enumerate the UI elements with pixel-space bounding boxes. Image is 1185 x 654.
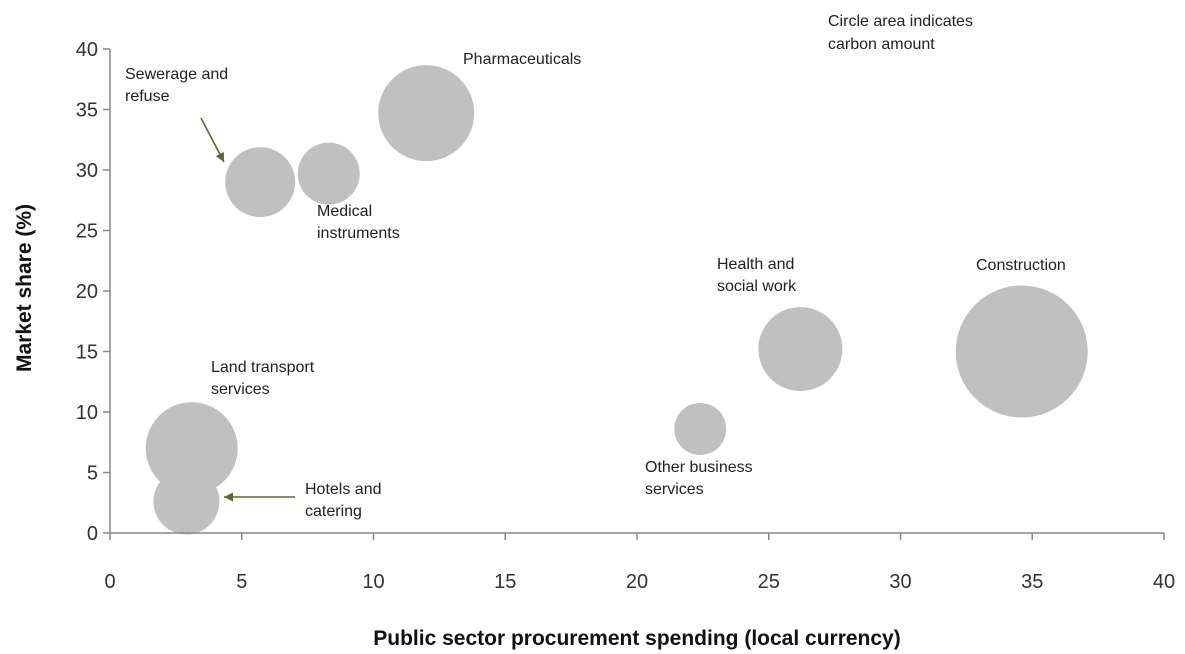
bubble-label-pharmaceuticals: Pharmaceuticals xyxy=(463,51,581,68)
x-tick-label: 35 xyxy=(1021,571,1043,593)
bubble-pharmaceuticals xyxy=(378,65,475,162)
y-ticks: 0 5 10 15 20 25 30 35 40 xyxy=(76,39,110,545)
x-tick-label: 0 xyxy=(104,571,115,593)
arrow-sewerage-head xyxy=(215,151,224,162)
arrow-hotels-head xyxy=(224,492,233,502)
bubble-label-medical-instruments: Medical xyxy=(317,203,372,220)
y-tick-label: 10 xyxy=(76,402,98,424)
y-axis-title: Market share (%) xyxy=(13,204,36,372)
bubble-medical-instruments xyxy=(297,142,360,205)
bubble-label-hotels-and-catering: Hotels and xyxy=(305,481,382,498)
bubble-label-sewerage-and-refuse: Sewerage and xyxy=(125,66,228,83)
y-tick-label: 30 xyxy=(76,160,98,182)
bubble-label-sewerage-and-refuse: refuse xyxy=(125,88,170,105)
arrows-layer xyxy=(200,117,295,502)
x-axis-title: Public sector procurement spending (loca… xyxy=(373,627,900,650)
bubble-land-transport-services xyxy=(145,402,238,495)
x-tick-label: 20 xyxy=(626,571,648,593)
x-tick-label: 40 xyxy=(1153,571,1175,593)
bubble-label-health-and-social-work: social work xyxy=(717,278,797,295)
bubble-other-business-services xyxy=(674,402,727,455)
x-tick-label: 25 xyxy=(758,571,780,593)
bubble-label-construction: Construction xyxy=(976,257,1066,274)
bubble-label-other-business-services: Other business xyxy=(645,459,753,476)
bubble-hotels-and-catering xyxy=(153,468,220,535)
bubble-health-and-social-work xyxy=(758,307,843,392)
legend-note-line-2: carbon amount xyxy=(828,36,935,53)
y-tick-label: 20 xyxy=(76,281,98,303)
x-tick-label: 10 xyxy=(362,571,384,593)
bubbles-layer xyxy=(145,65,1088,535)
y-tick-label: 40 xyxy=(76,39,98,61)
x-tick-label: 15 xyxy=(494,571,516,593)
y-tick-label: 0 xyxy=(87,523,98,545)
x-tick-label: 5 xyxy=(236,571,247,593)
bubble-labels: Pharmaceuticals Sewerage and refuse Medical… xyxy=(125,51,1066,520)
legend-note-line-1: Circle area indicates xyxy=(828,13,973,30)
bubble-label-hotels-and-catering: catering xyxy=(305,503,362,520)
x-ticks: 0 5 10 15 20 25 30 35 40 xyxy=(104,533,1175,593)
y-tick-label: 5 xyxy=(87,463,98,485)
y-tick-label: 15 xyxy=(76,342,98,364)
y-tick-label: 25 xyxy=(76,221,98,243)
bubble-sewerage-and-refuse xyxy=(225,147,296,218)
bubble-label-medical-instruments: instruments xyxy=(317,225,400,242)
y-tick-label: 35 xyxy=(76,100,98,122)
bubble-label-land-transport-services: services xyxy=(211,381,270,398)
bubble-label-health-and-social-work: Health and xyxy=(717,256,794,273)
x-tick-label: 30 xyxy=(889,571,911,593)
bubble-label-other-business-services: services xyxy=(645,481,704,498)
bubble-label-land-transport-services: Land transport xyxy=(211,359,315,376)
bubble-construction xyxy=(955,285,1088,418)
